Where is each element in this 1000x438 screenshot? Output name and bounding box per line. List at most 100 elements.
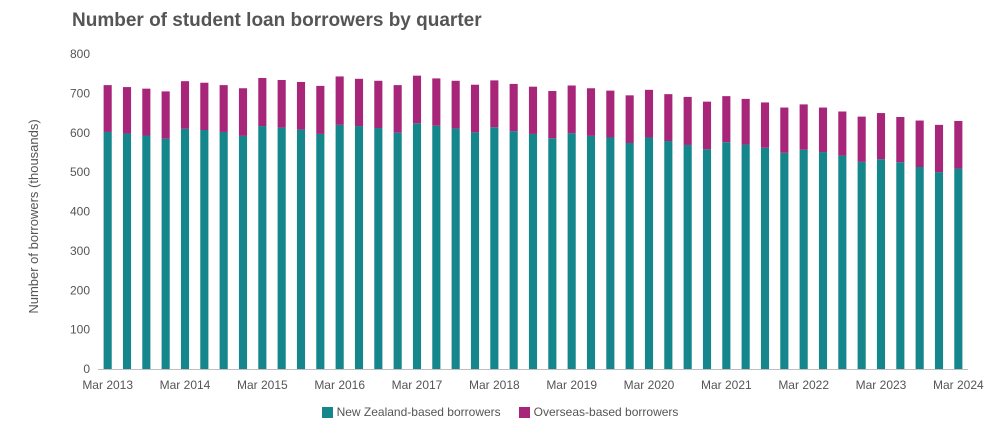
bar-overseas <box>954 120 963 169</box>
bar-nz <box>200 129 209 369</box>
bar-overseas <box>296 81 306 130</box>
bar-nz <box>625 142 634 369</box>
bar-overseas <box>780 107 789 153</box>
bar-overseas <box>799 104 808 150</box>
x-tick-label: Mar 2013 <box>82 378 133 392</box>
bar-overseas <box>200 82 209 130</box>
bar-overseas <box>722 96 731 143</box>
x-tick-label: Mar 2019 <box>546 378 597 392</box>
bar-nz <box>470 132 480 369</box>
y-tick-label: 800 <box>70 47 90 61</box>
bar-overseas <box>393 85 402 133</box>
bar-overseas <box>702 101 712 150</box>
legend-label-overseas: Overseas-based borrowers <box>533 405 679 419</box>
bar-overseas <box>509 83 518 132</box>
x-tick-label: Mar 2021 <box>701 378 752 392</box>
x-tick-label: Mar 2020 <box>624 378 675 392</box>
y-tick-label: 100 <box>70 323 90 337</box>
y-tick-label: 500 <box>70 165 90 179</box>
bar-overseas <box>258 78 267 127</box>
bar-overseas <box>122 87 132 134</box>
bar-nz <box>876 159 886 369</box>
bar-nz <box>374 128 383 369</box>
bar-overseas <box>412 75 422 124</box>
bar-nz <box>683 144 692 369</box>
x-tick-label: Mar 2022 <box>778 378 829 392</box>
bar-nz <box>857 161 866 369</box>
bar-overseas <box>664 94 673 142</box>
x-tick-label: Mar 2017 <box>392 378 443 392</box>
bar-overseas <box>625 95 634 143</box>
bar-nz <box>432 125 441 369</box>
y-tick-label: 0 <box>83 362 90 376</box>
bar-nz <box>702 149 712 369</box>
bar-nz <box>780 152 789 369</box>
bar-overseas <box>896 117 905 163</box>
bar-nz <box>760 147 770 369</box>
legend-swatch-overseas <box>518 406 530 418</box>
bar-nz <box>393 132 402 369</box>
bar-overseas <box>567 85 576 134</box>
x-tick-label: Mar 2023 <box>856 378 907 392</box>
x-tick-label: Mar 2024 <box>933 378 984 392</box>
bar-overseas <box>142 88 151 136</box>
bar-overseas <box>316 85 325 134</box>
bar-overseas <box>451 80 460 129</box>
bar-nz <box>799 149 808 369</box>
bar-overseas <box>760 102 770 148</box>
bar-nz <box>296 129 306 369</box>
bar-overseas <box>103 85 112 132</box>
y-tick-label: 400 <box>70 205 90 219</box>
y-axis-title: Number of borrowers (thousands) <box>26 119 41 313</box>
bar-nz <box>915 167 924 369</box>
bar-overseas <box>876 113 886 160</box>
bar-nz <box>412 123 422 369</box>
y-tick-label: 600 <box>70 126 90 140</box>
bar-overseas <box>741 98 750 145</box>
bar-overseas <box>219 85 228 132</box>
bar-overseas <box>335 76 344 125</box>
bar-overseas <box>606 90 615 138</box>
bar-nz <box>838 155 847 369</box>
bar-nz <box>934 172 944 369</box>
legend-swatch-nz <box>321 406 333 418</box>
bar-nz <box>741 144 750 369</box>
bar-nz <box>238 135 248 369</box>
bar-nz <box>644 137 654 369</box>
bar-nz <box>277 127 286 369</box>
bar-overseas <box>915 120 924 168</box>
bar-overseas <box>644 89 654 138</box>
y-tick-label: 300 <box>70 244 90 258</box>
x-tick-label: Mar 2016 <box>314 378 365 392</box>
y-tick-label: 200 <box>70 283 90 297</box>
bar-nz <box>103 131 112 369</box>
bar-overseas <box>238 88 248 136</box>
bar-nz <box>509 131 518 369</box>
bar-overseas <box>432 78 441 126</box>
bar-nz <box>219 131 228 369</box>
x-tick-label: Mar 2014 <box>160 378 211 392</box>
bar-nz <box>567 133 576 369</box>
bar-overseas <box>470 84 480 133</box>
legend-item-nz[interactable]: New Zealand-based borrowers <box>321 405 501 419</box>
bar-nz <box>896 162 905 369</box>
bar-overseas <box>857 116 866 162</box>
bar-nz <box>586 135 596 369</box>
legend-item-overseas[interactable]: Overseas-based borrowers <box>518 405 679 419</box>
bar-nz <box>451 128 460 369</box>
bar-overseas <box>161 91 170 139</box>
bar-overseas <box>818 107 828 153</box>
bar-nz <box>316 133 325 369</box>
bar-overseas <box>528 86 538 134</box>
bar-overseas <box>180 81 190 129</box>
bar-nz <box>528 133 538 369</box>
bar-nz <box>161 138 170 369</box>
bar-nz <box>180 128 190 369</box>
bar-overseas <box>548 91 557 139</box>
x-tick-label: Mar 2015 <box>237 378 288 392</box>
bar-nz <box>490 127 499 369</box>
bar-nz <box>664 141 673 369</box>
bar-overseas <box>934 124 944 173</box>
bar-overseas <box>277 79 286 128</box>
